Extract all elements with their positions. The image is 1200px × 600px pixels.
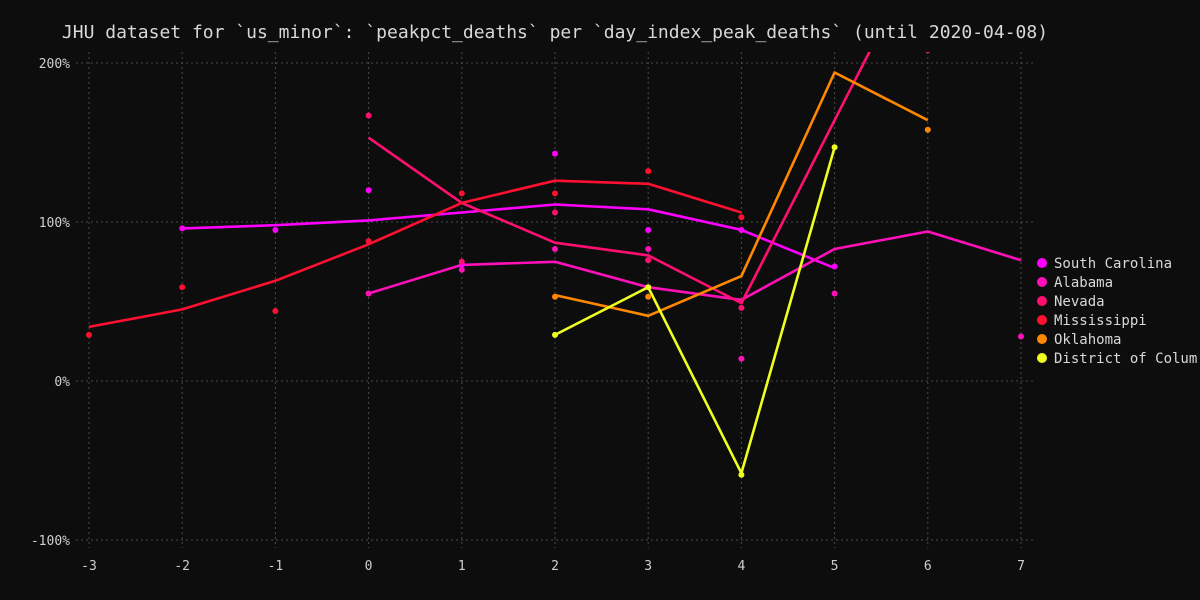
data-point-alabama (645, 246, 652, 253)
data-point-mississippi (458, 190, 465, 197)
x-tick-label: 5 (831, 559, 839, 574)
data-point-alabama (458, 266, 465, 273)
data-point-mississippi (552, 190, 558, 197)
data-point-south-carolina (831, 263, 838, 270)
data-point-alabama (552, 246, 558, 253)
chart-title: JHU dataset for `us_minor`: `peakpct_dea… (61, 22, 1049, 43)
data-point-mississippi (738, 214, 745, 221)
data-point-mississippi (179, 284, 186, 291)
y-tick-label: 200% (39, 57, 70, 72)
data-point-oklahoma (924, 126, 931, 133)
data-point-district-of-colum (645, 284, 652, 291)
series-line-oklahoma (554, 71, 929, 318)
series-line-south-carolina (182, 203, 836, 270)
x-axis: -3 -2 -1 0 1 2 3 4 5 6 7 (81, 559, 1025, 574)
data-point-south-carolina (552, 150, 558, 157)
x-tick-label: 3 (644, 559, 652, 574)
series-line-district-of-colum (554, 146, 836, 475)
x-tick-label: 7 (1017, 559, 1025, 574)
x-tick-label: -3 (81, 559, 97, 574)
series-points (86, 52, 1024, 478)
x-tick-label: 1 (458, 559, 466, 574)
data-point-south-carolina (272, 226, 279, 233)
data-point-mississippi (645, 168, 652, 175)
x-tick-label: -1 (268, 559, 284, 574)
data-point-district-of-colum (831, 144, 838, 151)
series-line-nevada (367, 52, 871, 305)
x-tick-label: 6 (924, 559, 932, 574)
data-point-oklahoma (552, 293, 558, 300)
legend-marker-alabama (1037, 277, 1047, 287)
legend-label-mississippi: Mississippi (1054, 313, 1147, 329)
legend-marker-south-carolina (1037, 258, 1047, 268)
y-axis: -100% 0% 100% 200% (31, 57, 70, 549)
legend: South Carolina Alabama Nevada Mississippi Ok… (1037, 256, 1197, 367)
data-point-mississippi (272, 308, 279, 315)
x-tick-label: -2 (174, 559, 190, 574)
y-tick-label: -100% (31, 534, 70, 549)
data-point-oklahoma (645, 293, 652, 300)
data-point-district-of-colum (552, 331, 558, 338)
data-point-mississippi (86, 331, 92, 338)
data-point-south-carolina (645, 226, 652, 233)
series-line-mississippi (88, 179, 742, 329)
grid (76, 52, 1036, 548)
data-point-district-of-colum (738, 471, 745, 478)
data-point-nevada (365, 112, 372, 119)
legend-label-oklahoma: Oklahoma (1054, 332, 1121, 348)
series-lines (88, 52, 1022, 475)
data-point-nevada (552, 209, 558, 216)
data-point-nevada (458, 258, 465, 265)
data-point-nevada (645, 257, 652, 264)
data-point-south-carolina (179, 225, 186, 232)
legend-label-nevada: Nevada (1054, 294, 1105, 310)
x-tick-label: 4 (737, 559, 745, 574)
legend-marker-district-of-colum (1037, 353, 1047, 363)
legend-label-south-carolina: South Carolina (1054, 256, 1172, 272)
data-point-alabama (365, 290, 372, 297)
legend-label-district-of-colum: District of Colum (1054, 351, 1197, 367)
x-tick-label: 2 (551, 559, 559, 574)
data-point-south-carolina (365, 187, 372, 194)
data-point-alabama (831, 290, 838, 297)
series-line-alabama (368, 230, 1022, 302)
data-point-south-carolina (738, 226, 745, 233)
data-point-alabama (738, 355, 745, 362)
legend-marker-nevada (1037, 296, 1047, 306)
legend-marker-oklahoma (1037, 334, 1047, 344)
data-point-alabama (1018, 333, 1024, 340)
y-tick-label: 100% (39, 216, 70, 231)
legend-label-alabama: Alabama (1054, 275, 1113, 291)
x-tick-label: 0 (365, 559, 373, 574)
y-tick-label: 0% (54, 375, 70, 390)
data-point-nevada (738, 304, 745, 311)
data-point-nevada (925, 52, 931, 54)
data-point-mississippi (365, 238, 372, 245)
legend-marker-mississippi (1037, 315, 1047, 325)
